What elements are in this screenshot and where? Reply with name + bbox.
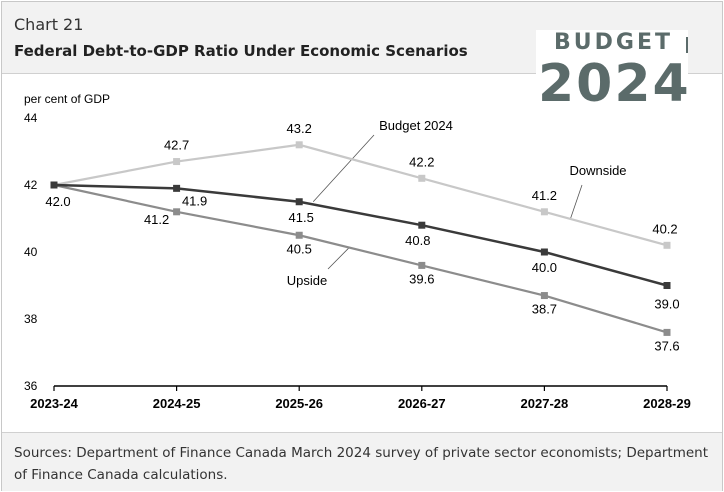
budget-2024-logo: BUDGET 2024 [536, 30, 691, 118]
budget-2024-data-label: 41.9 [182, 193, 207, 208]
downside-data-label: 40.2 [652, 221, 677, 236]
x-tick-label: 2025-26 [275, 396, 323, 411]
upside-line [53, 183, 668, 334]
budget-2024-data-label: 41.5 [289, 210, 314, 225]
budget-2024-data-label: 39.0 [654, 297, 679, 312]
budget-2024-marker [173, 184, 181, 192]
logo-bar [686, 37, 688, 53]
budget-2024-marker [418, 221, 426, 229]
upside-data-label: 41.2 [144, 212, 169, 227]
data-labels: 42.7 43.2 42.2 41.2 40.2 41.2 40.5 39.6 38.7 37.6… [45, 121, 679, 354]
downside-data-label: 42.2 [409, 154, 434, 169]
budget-2024-line [53, 183, 668, 287]
budget-2024-data-label: 40.8 [405, 233, 430, 248]
upside-data-label: 37.6 [654, 338, 679, 353]
upside-marker [295, 231, 303, 239]
y-tick-label: 42 [24, 178, 38, 192]
upside-marker [173, 208, 181, 216]
budget-2024-annotation: Budget 2024 [379, 118, 453, 133]
budget-2024-data-label: 42.0 [45, 194, 70, 209]
y-tick-label: 44 [24, 111, 38, 125]
downside-marker [663, 241, 671, 249]
x-axis: 2023-24 2024-25 2025-26 2026-27 2027-28 2028-… [30, 385, 691, 411]
budget-2024-marker [540, 248, 548, 256]
x-tick-label: 2027-28 [521, 396, 569, 411]
downside-leader-line [570, 184, 583, 220]
downside-data-label: 41.2 [532, 188, 557, 203]
downside-data-label: 42.7 [164, 138, 189, 153]
logo-year: 2024 [538, 54, 691, 114]
downside-line [53, 143, 668, 247]
y-axis-label: per cent of GDP [24, 92, 110, 106]
budget-2024-data-label: 40.0 [532, 260, 557, 275]
budget-2024-marker [663, 282, 671, 289]
x-tick-label: 2026-27 [398, 396, 446, 411]
upside-data-label: 40.5 [287, 241, 312, 256]
y-tick-label: 36 [24, 379, 38, 393]
upside-data-label: 38.7 [532, 302, 557, 317]
downside-marker [418, 174, 426, 182]
line-chart: per cent of GDP 36 38 40 42 44 2023-24 2024-2… [24, 92, 691, 411]
downside-marker [173, 158, 181, 166]
upside-marker [663, 328, 671, 336]
chart-number: Chart 21 [14, 15, 84, 34]
y-axis: 36 38 40 42 44 [24, 111, 38, 393]
upside-data-label: 39.6 [409, 271, 434, 286]
annotation-leaders [312, 134, 583, 270]
budget-2024-marker [50, 181, 58, 189]
x-tick-label: 2024-25 [153, 396, 201, 411]
y-tick-label: 40 [24, 245, 38, 259]
budget-2024-leader-line [312, 134, 375, 203]
x-tick-label: 2028-29 [643, 396, 691, 411]
chart-footer: Sources: Department of Finance Canada Ma… [2, 432, 722, 491]
budget-2024-marker [295, 198, 303, 206]
upside-leader-line [327, 247, 350, 270]
series-lines [50, 141, 671, 336]
x-tick-label: 2023-24 [30, 396, 78, 411]
y-tick-label: 38 [24, 312, 38, 326]
downside-annotation: Downside [569, 163, 626, 178]
chart-title: Federal Debt-to-GDP Ratio Under Economic… [14, 42, 468, 60]
upside-marker [418, 261, 426, 269]
upside-annotation: Upside [287, 273, 327, 288]
downside-marker [540, 208, 548, 216]
sources-note: Sources: Department of Finance Canada Ma… [14, 445, 709, 483]
upside-marker [540, 292, 548, 300]
downside-marker [295, 141, 303, 149]
logo-word: BUDGET [554, 30, 673, 55]
downside-data-label: 43.2 [287, 121, 312, 136]
series-annotations: Budget 2024 Downside Upside [287, 118, 627, 288]
